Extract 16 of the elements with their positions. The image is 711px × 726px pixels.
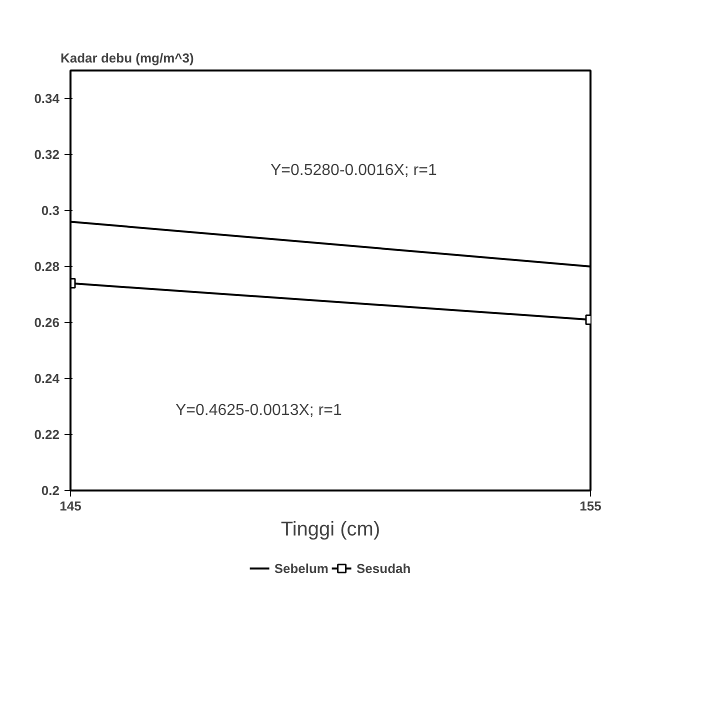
y-tick-label: 0.28 (34, 259, 60, 274)
y-tick-label: 0.32 (34, 147, 60, 162)
legend-label: Sesudah (356, 560, 411, 576)
y-tick-label: 0.3 (41, 203, 60, 218)
x-tick-label: 155 (580, 498, 602, 514)
x-tick-label: 145 (60, 498, 82, 514)
legend-label: Sebelum (274, 560, 328, 576)
y-axis-title: Kadar debu (mg/m^3) (60, 50, 194, 66)
annotation: Y=0.4625-0.0013X; r=1 (176, 402, 342, 419)
y-tick-label: 0.34 (34, 91, 60, 106)
y-tick-label: 0.22 (34, 427, 60, 442)
y-tick-label: 0.24 (34, 371, 60, 386)
x-axis-title: Tinggi (cm) (280, 518, 380, 540)
y-tick-label: 0.26 (34, 315, 60, 330)
y-tick-label: 0.2 (41, 483, 60, 498)
annotation: Y=0.5280-0.0016X; r=1 (270, 162, 437, 179)
